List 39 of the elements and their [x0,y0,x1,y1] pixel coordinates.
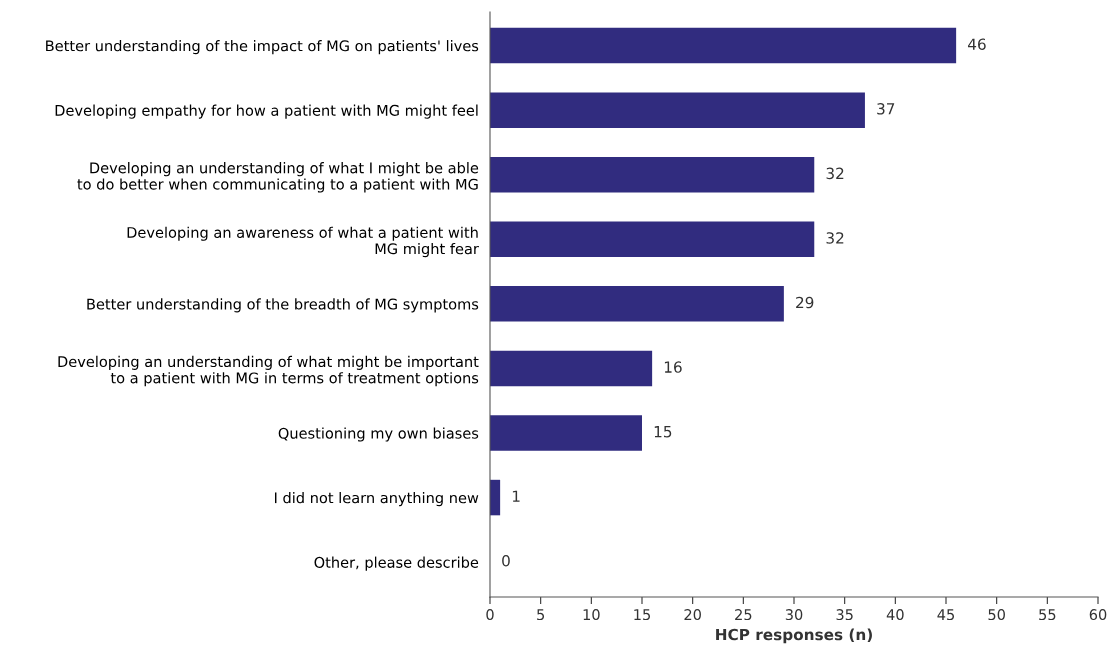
bar [490,221,815,258]
x-tick-label: 20 [684,609,701,621]
x-axis-title: HCP responses (n) [716,628,872,644]
data-label: 0 [502,555,510,567]
data-label: 1 [512,490,520,502]
bar [490,156,815,193]
x-tick-label: 30 [785,609,803,621]
x-tick-label: 35 [836,609,853,621]
bar [490,92,865,128]
x-tick-label: 40 [886,609,904,621]
bar [490,27,957,64]
x-tick-label: 60 [1089,609,1107,621]
data-label: 16 [664,361,682,373]
y-tick-label: Developing an understanding of what might be important to a patient with MG in terms of treatment options [58,355,479,387]
y-tick-label: Better understanding of the breadth of MG symptoms [87,298,479,313]
x-tick-label: 5 [537,609,545,621]
y-tick-label: I did not learn anything new [274,492,479,507]
y-tick-label: Developing an understanding of what I might be able to do better when communicating to a patient with MG [77,162,479,193]
y-tick-label: Developing empathy for how a patient with MG might feel [55,104,478,119]
data-label: 37 [877,103,895,115]
bar [490,350,653,387]
x-tick-label: 55 [1039,609,1056,621]
y-tick-label: Questioning my own biases [278,427,479,442]
data-label: 46 [967,38,986,51]
x-tick-label: 50 [988,609,1005,621]
data-label: 15 [654,426,672,438]
data-label: 29 [796,296,814,309]
bar [490,286,784,322]
x-tick-label: 0 [486,609,494,621]
data-label: 32 [826,167,844,180]
x-tick-label: 45 [937,609,954,621]
data-label: 32 [826,232,844,244]
y-tick-label: Better understanding of the impact of MG on patients' lives [46,40,479,55]
x-tick-label: 25 [735,609,752,621]
x-tick-label: 15 [634,609,650,621]
x-tick-label: 10 [583,609,600,621]
bar [490,415,642,451]
y-tick-label: Other, please describe [314,556,479,571]
y-tick-label: Developing an awareness of what a patient with MG might fear [127,226,479,258]
